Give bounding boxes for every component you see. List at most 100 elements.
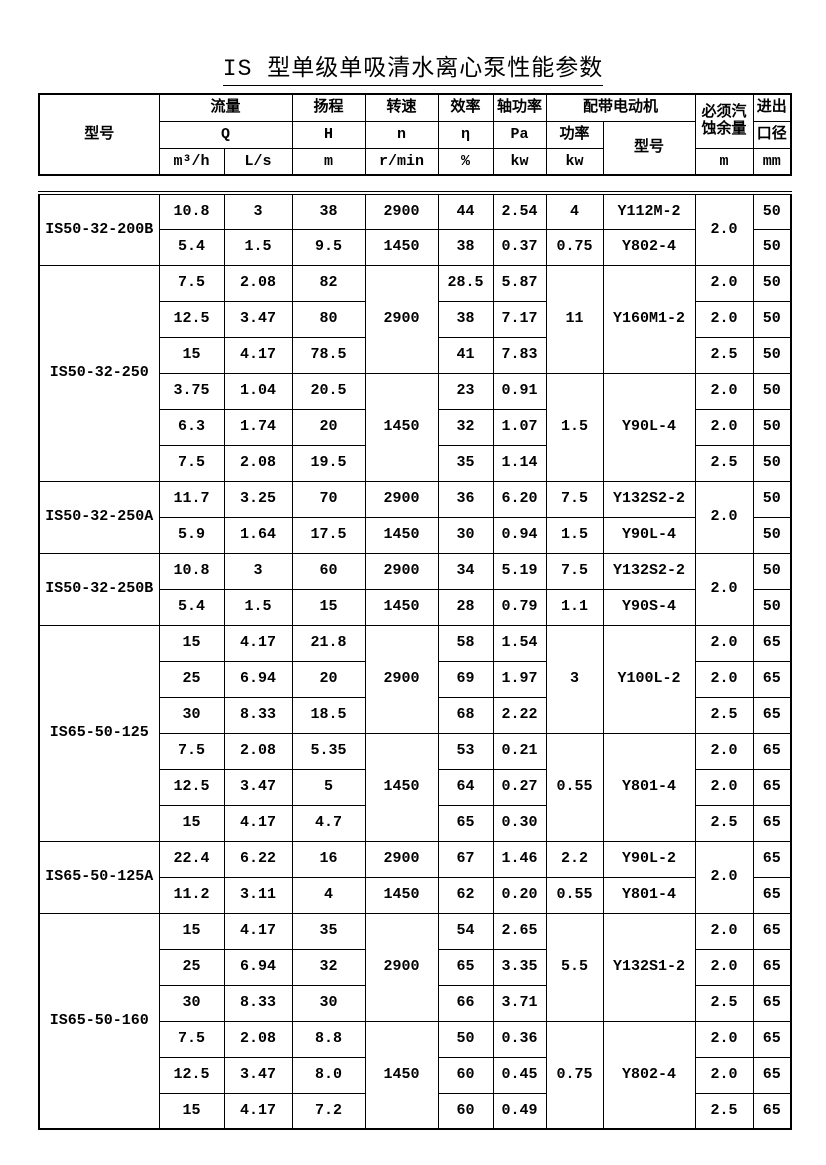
cell-shaft-power-kw: 7.17 [492, 300, 547, 338]
table-row: IS65-50-125 15 4.17 21.8 2900 58 1.54 3 Y100L-2 2… [38, 624, 792, 842]
cell-diameter-mm: 50 [752, 192, 792, 230]
cell-flow-m3h: 25 [158, 948, 225, 986]
header-row-2: Q H n η Pa 功率 型号 口径 [39, 120, 792, 176]
cell-flow-ls: 2.08 [223, 264, 293, 302]
cell-speed-rpm: 1450 [364, 876, 439, 914]
cell-npsh-m: 2.0 [694, 1020, 754, 1058]
cell-flow-ls: 1.74 [223, 408, 293, 446]
header-head-unit: m [291, 147, 366, 176]
cell-flow-ls: 4.17 [223, 624, 293, 662]
cell-npsh-m: 2.0 [694, 264, 754, 302]
body-rows: IS50-32-200B 10.8 3 38 2900 44 2.54 4 Y112M-2 2.0… [38, 192, 792, 1130]
cell-motor-model: Y112M-2 [602, 192, 696, 230]
cell-shaft-power-kw: 1.97 [492, 660, 547, 698]
cell-flow-m3h: 30 [158, 984, 225, 1022]
cell-flow-ls: 6.94 [223, 948, 293, 986]
table-row: 25 6.94 32 65 3.35 2.0 65 [39, 948, 792, 986]
cell-diameter-mm: 50 [752, 408, 792, 446]
table-row: IS50-32-250 7.5 2.08 82 2900 28.5 5.87 11 Y160M1… [38, 264, 792, 482]
cell-flow-m3h: 7.5 [158, 444, 225, 482]
cell-efficiency-pct: 30 [437, 516, 494, 554]
cell-diameter-mm: 65 [752, 948, 792, 986]
table-row: 30 8.33 18.5 68 2.22 2.5 65 [39, 696, 792, 734]
cell-efficiency-pct: 54 [437, 912, 494, 950]
cell-head-m: 15 [291, 588, 366, 626]
cell-shaft-power-kw: 6.20 [492, 480, 547, 518]
cell-head-m: 32 [291, 948, 366, 986]
cell-npsh-m: 2.0 [694, 840, 754, 914]
cell-flow-m3h: 15 [158, 624, 225, 662]
cell-head-m: 8.0 [291, 1056, 366, 1094]
cell-flow-m3h: 15 [158, 1092, 225, 1130]
cell-npsh-m: 2.0 [694, 732, 754, 770]
cell-speed-rpm: 1450 [364, 732, 439, 842]
cell-head-m: 7.2 [291, 1092, 366, 1130]
header-motor-power: 功率 [545, 120, 604, 149]
cell-npsh-m: 2.5 [694, 444, 754, 482]
cell-motor-power-kw: 0.75 [545, 228, 604, 266]
cell-flow-ls: 1.04 [223, 372, 293, 410]
header-flow-unit-m3h: m³/h [158, 147, 225, 176]
header-row-1: 型号 流量 扬程 转速 效率 轴功率 配带电动机 必须汽蚀余量 进出 [38, 93, 792, 176]
cell-flow-ls: 6.94 [223, 660, 293, 698]
cell-efficiency-pct: 28 [437, 588, 494, 626]
header-shaft-power: 轴功率 [492, 93, 547, 122]
cell-npsh-m: 2.0 [694, 192, 754, 266]
table-row: 7.5 2.08 8.8 1450 50 0.36 0.75 Y802-4 2.0 65 [39, 1020, 792, 1130]
cell-flow-ls: 3.25 [223, 480, 293, 518]
header-npsh-unit: m [694, 147, 754, 176]
cell-head-m: 30 [291, 984, 366, 1022]
cell-flow-ls: 2.08 [223, 444, 293, 482]
cell-head-m: 82 [291, 264, 366, 302]
header-efficiency-symbol: η [437, 120, 494, 149]
cell-head-m: 38 [291, 192, 366, 230]
cell-efficiency-pct: 44 [437, 192, 494, 230]
cell-shaft-power-kw: 0.37 [492, 228, 547, 266]
cell-flow-ls: 1.5 [223, 588, 293, 626]
cell-efficiency-pct: 38 [437, 228, 494, 266]
cell-diameter-mm: 50 [752, 372, 792, 410]
cell-motor-power-kw: 0.55 [545, 876, 604, 914]
cell-shaft-power-kw: 7.83 [492, 336, 547, 374]
cell-head-m: 20 [291, 660, 366, 698]
cell-head-m: 16 [291, 840, 366, 878]
cell-motor-power-kw: 0.55 [545, 732, 604, 842]
cell-npsh-m: 2.5 [694, 696, 754, 734]
cell-flow-m3h: 15 [158, 804, 225, 842]
cell-efficiency-pct: 41 [437, 336, 494, 374]
cell-efficiency-pct: 60 [437, 1056, 494, 1094]
cell-motor-power-kw: 11 [545, 264, 604, 374]
table-row: IS50-32-250B 10.8 3 60 2900 34 5.19 7.5 Y132S2-2… [38, 552, 792, 626]
cell-efficiency-pct: 60 [437, 1092, 494, 1130]
cell-diameter-mm: 50 [752, 552, 792, 590]
cell-shaft-power-kw: 3.71 [492, 984, 547, 1022]
table-row: 15 4.17 4.7 65 0.30 2.5 65 [39, 804, 792, 842]
cell-pump-model: IS50-32-250 [38, 264, 160, 482]
cell-efficiency-pct: 53 [437, 732, 494, 770]
header-diameter-top: 进出 [752, 93, 792, 122]
cell-speed-rpm: 2900 [364, 264, 439, 374]
cell-diameter-mm: 65 [752, 840, 792, 878]
cell-shaft-power-kw: 0.49 [492, 1092, 547, 1130]
header-motor-model: 型号 [602, 120, 696, 176]
cell-flow-m3h: 3.75 [158, 372, 225, 410]
cell-flow-m3h: 15 [158, 912, 225, 950]
cell-shaft-power-kw: 0.27 [492, 768, 547, 806]
cell-motor-power-kw: 1.5 [545, 372, 604, 482]
cell-diameter-mm: 65 [752, 876, 792, 914]
cell-diameter-mm: 65 [752, 696, 792, 734]
cell-pump-model: IS65-50-160 [38, 912, 160, 1130]
cell-pump-model: IS65-50-125 [38, 624, 160, 842]
header-diameter-unit: mm [752, 147, 792, 176]
header-motor-power-unit: kw [545, 147, 604, 176]
cell-motor-model: Y132S1-2 [602, 912, 696, 1022]
cell-npsh-m: 2.5 [694, 1092, 754, 1130]
body-table: IS50-32-200B 10.8 3 38 2900 44 2.54 4 Y112M-2 2.0… [38, 191, 792, 1130]
cell-motor-power-kw: 7.5 [545, 552, 604, 590]
cell-head-m: 78.5 [291, 336, 366, 374]
cell-motor-model: Y801-4 [602, 876, 696, 914]
cell-speed-rpm: 2900 [364, 552, 439, 590]
cell-speed-rpm: 1450 [364, 372, 439, 482]
cell-pump-model: IS65-50-125A [38, 840, 160, 914]
header-shaft-power-unit: kw [492, 147, 547, 176]
